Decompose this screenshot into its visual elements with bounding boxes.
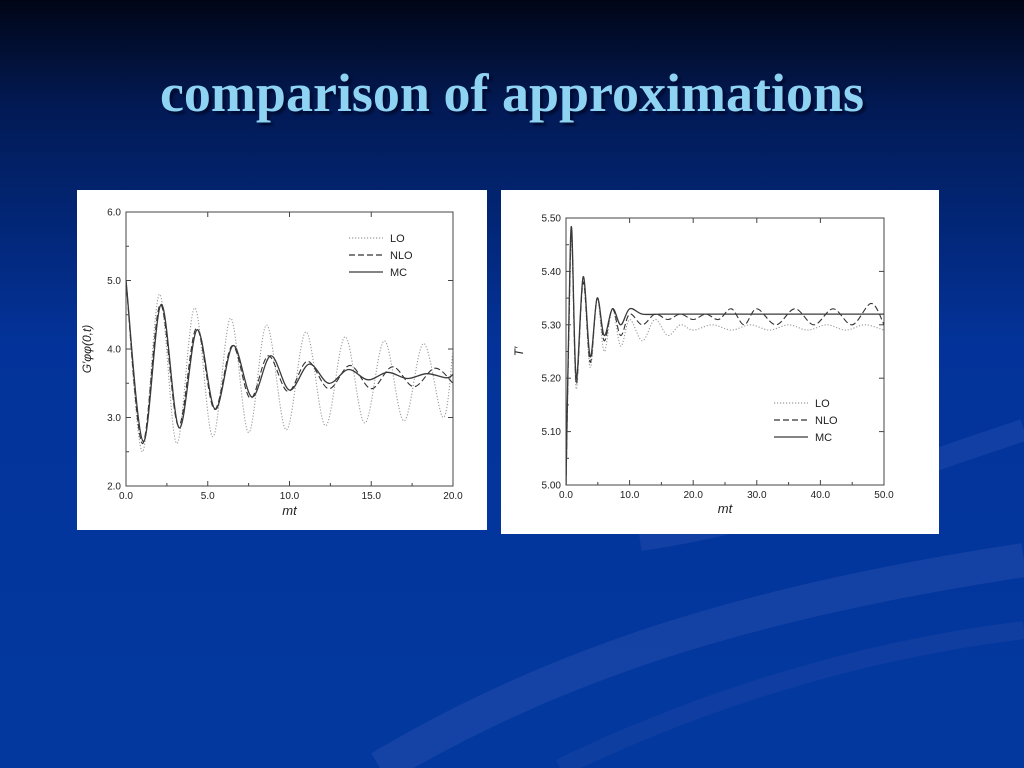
x-tick-label: 50.0 xyxy=(874,490,894,501)
x-axis-label: mt xyxy=(282,503,298,518)
series-line-nlo xyxy=(566,231,884,485)
y-tick-label: 5.00 xyxy=(542,481,562,492)
legend-label-nlo: NLO xyxy=(815,415,838,427)
chart-panel-right: 0.0 10.0 20.0 30.0 40.0 50.0 5.00 5.10 5.20 5.30 5… xyxy=(501,190,939,534)
series-line-lo xyxy=(126,280,453,453)
chart-panel-left: 0.0 5.0 10.0 15.0 20.0 2.0 3.0 4.0 5.0 6.0 mt G′φφ(… xyxy=(77,190,487,530)
series-line-nlo xyxy=(126,280,453,445)
correlator-chart: 0.0 5.0 10.0 15.0 20.0 2.0 3.0 4.0 5.0 6.0 mt G′φφ(… xyxy=(80,208,463,519)
x-axis-label: mt xyxy=(718,501,734,516)
legend-label-mc: MC xyxy=(390,267,407,279)
y-tick-label: 5.40 xyxy=(542,267,562,278)
x-tick-label: 5.0 xyxy=(201,491,215,502)
y-tick-label: 6.0 xyxy=(107,208,121,219)
y-tick-label: 5.0 xyxy=(107,276,121,287)
legend-label-lo: LO xyxy=(815,398,830,410)
y-tick-label: 5.30 xyxy=(542,320,562,331)
y-tick-label: 5.20 xyxy=(542,374,562,385)
legend-label-lo: LO xyxy=(390,233,405,245)
legend-label-mc: MC xyxy=(815,432,832,444)
x-tick-label: 0.0 xyxy=(119,491,133,502)
x-tick-label: 10.0 xyxy=(280,491,300,502)
x-tick-label: 0.0 xyxy=(559,490,573,501)
y-tick-label: 3.0 xyxy=(107,413,121,424)
y-tick-label: 4.0 xyxy=(107,345,121,356)
slide-title: comparison of approximations xyxy=(159,63,865,123)
y-axis-label: G′φφ(0,t) xyxy=(80,325,94,374)
x-tick-label: 20.0 xyxy=(683,490,703,501)
legend-label-nlo: NLO xyxy=(390,250,413,262)
y-tick-label: 2.0 xyxy=(107,482,121,493)
series-line-mc xyxy=(126,280,453,443)
x-tick-label: 10.0 xyxy=(620,490,640,501)
series-line-mc xyxy=(566,225,884,485)
y-axis-label: T′ xyxy=(512,346,526,356)
x-tick-label: 20.0 xyxy=(443,491,463,502)
series-line-lo xyxy=(566,237,884,485)
plot-frame xyxy=(565,217,885,486)
x-tick-label: 15.0 xyxy=(362,491,382,502)
temperature-chart: 0.0 10.0 20.0 30.0 40.0 50.0 5.00 5.10 5.20 5.30 5… xyxy=(512,214,894,517)
x-tick-label: 30.0 xyxy=(747,490,767,501)
y-tick-label: 5.50 xyxy=(542,214,562,225)
x-tick-label: 40.0 xyxy=(811,490,831,501)
y-tick-label: 5.10 xyxy=(542,427,562,438)
